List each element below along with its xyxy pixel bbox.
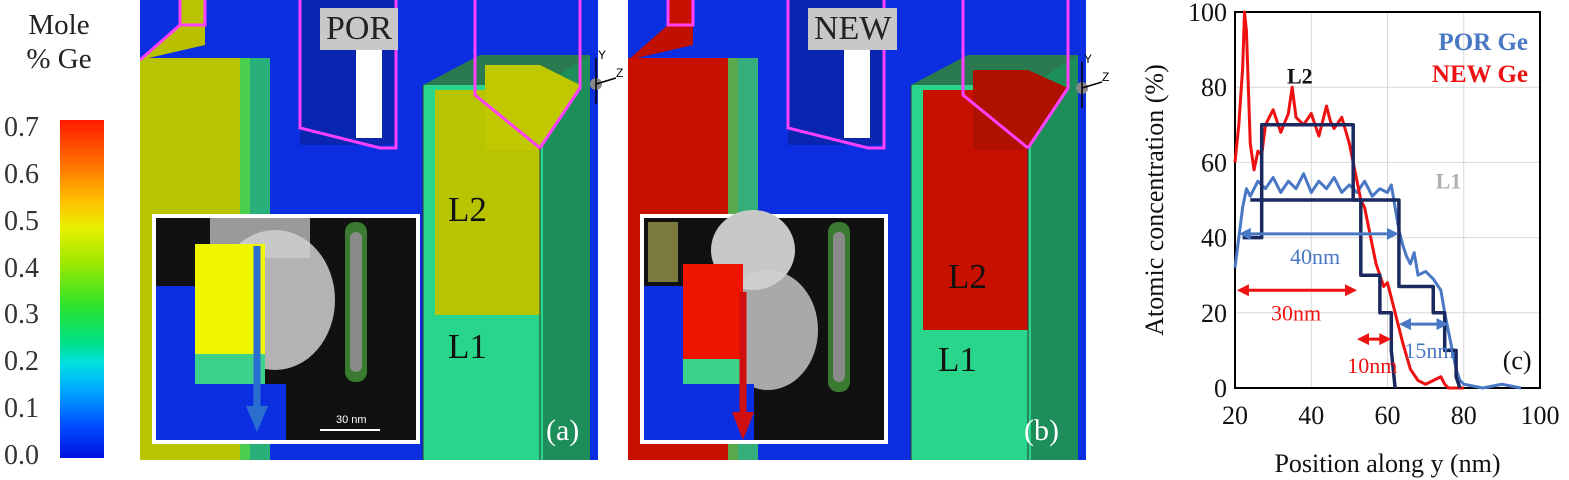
colorbar-title-line1: Mole [28, 9, 90, 41]
panel-b-l2-label: L2 [948, 257, 987, 296]
annotation-40nm: 40nm [1290, 244, 1340, 269]
x-axis-title: Position along y (nm) [1274, 449, 1500, 478]
panel-c-letter: (c) [1503, 346, 1532, 375]
panel-b-3d-render [628, 0, 1086, 460]
colorbar-tick: 0.0 [4, 440, 39, 471]
y-tick-label: 20 [1201, 299, 1227, 328]
annotation-10nm: 10nm [1347, 353, 1397, 378]
colorbar-tick: 0.1 [4, 393, 39, 425]
annotation-l1: L1 [1436, 169, 1462, 194]
colorbar-tick: 0.6 [4, 158, 39, 190]
annotation-l2: L2 [1287, 63, 1313, 88]
panel-b-l1-label: L1 [938, 340, 977, 379]
y-tick-label: 0 [1214, 374, 1227, 403]
axis-y-label-a: Y [598, 48, 607, 62]
colorbar-tick: 0.7 [4, 112, 39, 143]
colorbar-title-line2: % Ge [26, 43, 92, 75]
arrow-40nm-head-left [1238, 227, 1251, 240]
x-tick-label: 40 [1298, 401, 1324, 430]
x-tick-label: 20 [1222, 401, 1248, 430]
arrow-40nm-head-right [1386, 227, 1399, 240]
annotation-30nm: 30nm [1271, 300, 1321, 325]
panel-a-3d-render [140, 0, 598, 460]
panel-a: POR L2 L1 (a) 30 nm [140, 0, 598, 460]
axes-triad-a: Y Z [580, 48, 630, 108]
y-tick-label: 60 [1201, 148, 1227, 177]
y-axis-title: Atomic concentration (%) [1140, 64, 1169, 335]
series-line-2 [1250, 123, 1397, 389]
annotation-15nm: 15nm [1404, 338, 1454, 363]
colorbar-title: Mole % Ge [4, 8, 114, 76]
axis-z-label-a: Z [616, 66, 624, 80]
arrow-10nm-head-left [1357, 333, 1369, 346]
arrow-30nm-head-right [1345, 284, 1357, 297]
colorbar-tick: 0.5 [4, 205, 39, 237]
panel-a-arrow [246, 246, 268, 432]
axis-y-label-b: Y [1084, 52, 1093, 66]
axis-z-label-b: Z [1102, 70, 1110, 84]
panel-b-tag: NEW [808, 8, 898, 50]
panel-a-tag: POR [320, 8, 399, 50]
arrow-30nm-head-left [1236, 284, 1249, 297]
colorbar-tick: 0.2 [4, 346, 39, 378]
x-tick-label: 80 [1451, 401, 1477, 430]
y-tick-label: 80 [1201, 73, 1227, 102]
colorbar [60, 120, 104, 458]
arrow-15nm-head-right [1436, 318, 1449, 331]
colorbar-tick: 0.4 [4, 252, 39, 284]
legend-entry-new: NEW Ge [1432, 61, 1528, 88]
axes-triad-b: Y Z [1066, 52, 1116, 112]
legend-entry-por: POR Ge [1438, 29, 1528, 56]
arrow-10nm-head-right [1379, 333, 1392, 346]
panel-a-letter: (a) [546, 414, 580, 447]
scale-bar-label: 30 nm [336, 414, 367, 426]
panel-a-l1-label: L1 [448, 327, 487, 366]
y-tick-label: 100 [1188, 0, 1227, 27]
axes-triad-a-icon [590, 58, 617, 104]
panel-b: NEW L2 L1 (b) [628, 0, 1086, 460]
panel-b-arrow [732, 292, 754, 440]
axes-triad-b-icon [1076, 62, 1103, 108]
panel-a-l2-label: L2 [448, 190, 487, 229]
plot-frame [1234, 11, 1541, 389]
panel-b-letter: (b) [1024, 414, 1059, 447]
series-line-0 [1233, 172, 1522, 390]
colorbar-tick: 0.3 [4, 299, 39, 331]
arrow-15nm-head-left [1398, 318, 1411, 331]
series-line-3 [1242, 198, 1462, 389]
x-tick-label: 100 [1521, 401, 1560, 430]
y-tick-label: 40 [1201, 224, 1227, 253]
x-tick-label: 60 [1375, 401, 1401, 430]
series-line-1 [1233, 10, 1464, 390]
